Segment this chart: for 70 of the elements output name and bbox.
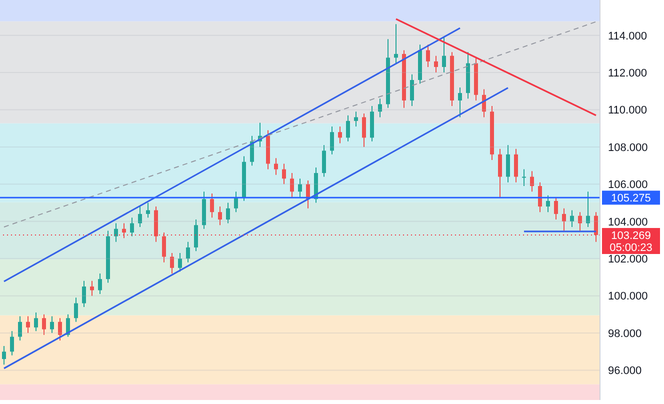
candlestick: [138, 206, 142, 228]
candlestick: [434, 55, 438, 74]
candlestick: [354, 111, 358, 128]
candlestick: [186, 241, 190, 263]
candlestick: [146, 202, 150, 218]
candlestick: [18, 316, 22, 341]
candlestick: [58, 318, 62, 341]
candlestick: [50, 316, 54, 334]
y-tick-label: 108.000: [608, 142, 648, 154]
candlestick: [554, 196, 558, 220]
candlestick: [330, 126, 334, 155]
candlestick: [194, 219, 198, 252]
candlestick: [426, 44, 430, 68]
y-tick-label: 110.000: [608, 104, 647, 117]
candlestick: [498, 148, 502, 198]
candlestick: [362, 112, 366, 148]
candlestick: [394, 24, 398, 64]
candlestick: [178, 252, 182, 272]
candlestick: [282, 163, 286, 185]
candlestick: [322, 144, 326, 178]
candlestick: [586, 191, 590, 228]
y-tick-label: 102.000: [608, 254, 648, 266]
candlestick: [90, 280, 94, 296]
candlestick: [562, 208, 566, 232]
y-tick-label: 96.000: [608, 365, 642, 378]
candlestick: [298, 178, 302, 198]
candlestick: [122, 222, 126, 239]
candlestick: [442, 36, 446, 74]
candlestick: [274, 158, 278, 176]
candlestick: [114, 222, 118, 242]
candlestick: [98, 272, 102, 294]
ref-line-label: 103.269: [611, 230, 651, 242]
y-tick-label: 112.000: [608, 67, 647, 80]
candlestick: [410, 74, 414, 107]
candlestick: [594, 212, 598, 242]
candlestick: [210, 192, 214, 218]
candlestick: [570, 210, 574, 228]
candlestick: [82, 280, 86, 308]
candlestick: [250, 135, 254, 166]
text: 05:00:23: [610, 242, 652, 254]
candlestick: [530, 170, 534, 192]
candlestick: [162, 232, 166, 263]
candlestick: [130, 217, 134, 237]
candlestick: [538, 182, 542, 213]
candlestick: [218, 206, 222, 226]
y-tick-label: 114.000: [608, 30, 647, 42]
candlestick: [578, 212, 582, 232]
candlestick: [42, 314, 46, 336]
candlestick: [2, 346, 6, 366]
candlestick: [522, 168, 526, 187]
candlestick: [226, 202, 230, 224]
candlestick: [26, 316, 30, 334]
candlestick: [346, 114, 350, 142]
ref-line-label: 105.275: [611, 192, 651, 205]
candlestick: [290, 172, 294, 198]
candlestick: [514, 148, 518, 183]
candlestick: [506, 144, 510, 183]
candlestick: [34, 312, 38, 332]
y-tick-label: 98.000: [608, 328, 642, 340]
y-tick-label: 104.000: [608, 216, 648, 228]
candlestick: [546, 194, 550, 213]
candlestick: [170, 252, 174, 274]
candlestick: [66, 314, 70, 338]
y-tick-label: 100.000: [608, 290, 648, 303]
candlestick: [378, 98, 382, 118]
candlestick: [10, 330, 14, 356]
y-tick-label: 106.000: [608, 179, 648, 192]
candlestick: [338, 126, 342, 144]
candlestick: [458, 86, 462, 118]
candlestick: [74, 297, 78, 322]
